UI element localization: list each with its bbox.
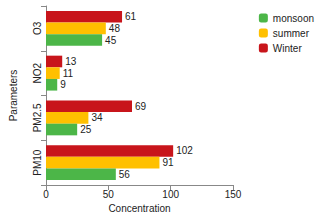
svg-text:PM10: PM10 [32, 149, 43, 176]
svg-text:69: 69 [135, 101, 147, 112]
svg-text:50: 50 [103, 189, 115, 200]
svg-text:PM2.5: PM2.5 [32, 103, 43, 132]
svg-text:61: 61 [125, 11, 137, 22]
svg-text:9: 9 [60, 79, 66, 90]
svg-text:56: 56 [119, 169, 131, 180]
svg-text:48: 48 [109, 23, 121, 34]
svg-text:11: 11 [63, 68, 74, 79]
svg-text:45: 45 [105, 35, 117, 46]
svg-text:13: 13 [65, 56, 77, 67]
svg-text:100: 100 [162, 189, 179, 200]
svg-text:Parameters: Parameters [8, 70, 19, 122]
svg-text:0: 0 [43, 189, 49, 200]
svg-text:NO2: NO2 [32, 62, 43, 83]
svg-text:25: 25 [80, 124, 92, 135]
svg-text:Winter: Winter [273, 43, 303, 54]
svg-text:Concentration: Concentration [108, 203, 170, 214]
svg-text:monsoon: monsoon [273, 13, 314, 24]
svg-text:34: 34 [91, 112, 103, 123]
svg-text:91: 91 [162, 157, 174, 168]
svg-text:summer: summer [273, 28, 310, 39]
svg-text:150: 150 [225, 189, 242, 200]
svg-text:102: 102 [176, 145, 193, 156]
svg-text:O3: O3 [32, 21, 43, 35]
